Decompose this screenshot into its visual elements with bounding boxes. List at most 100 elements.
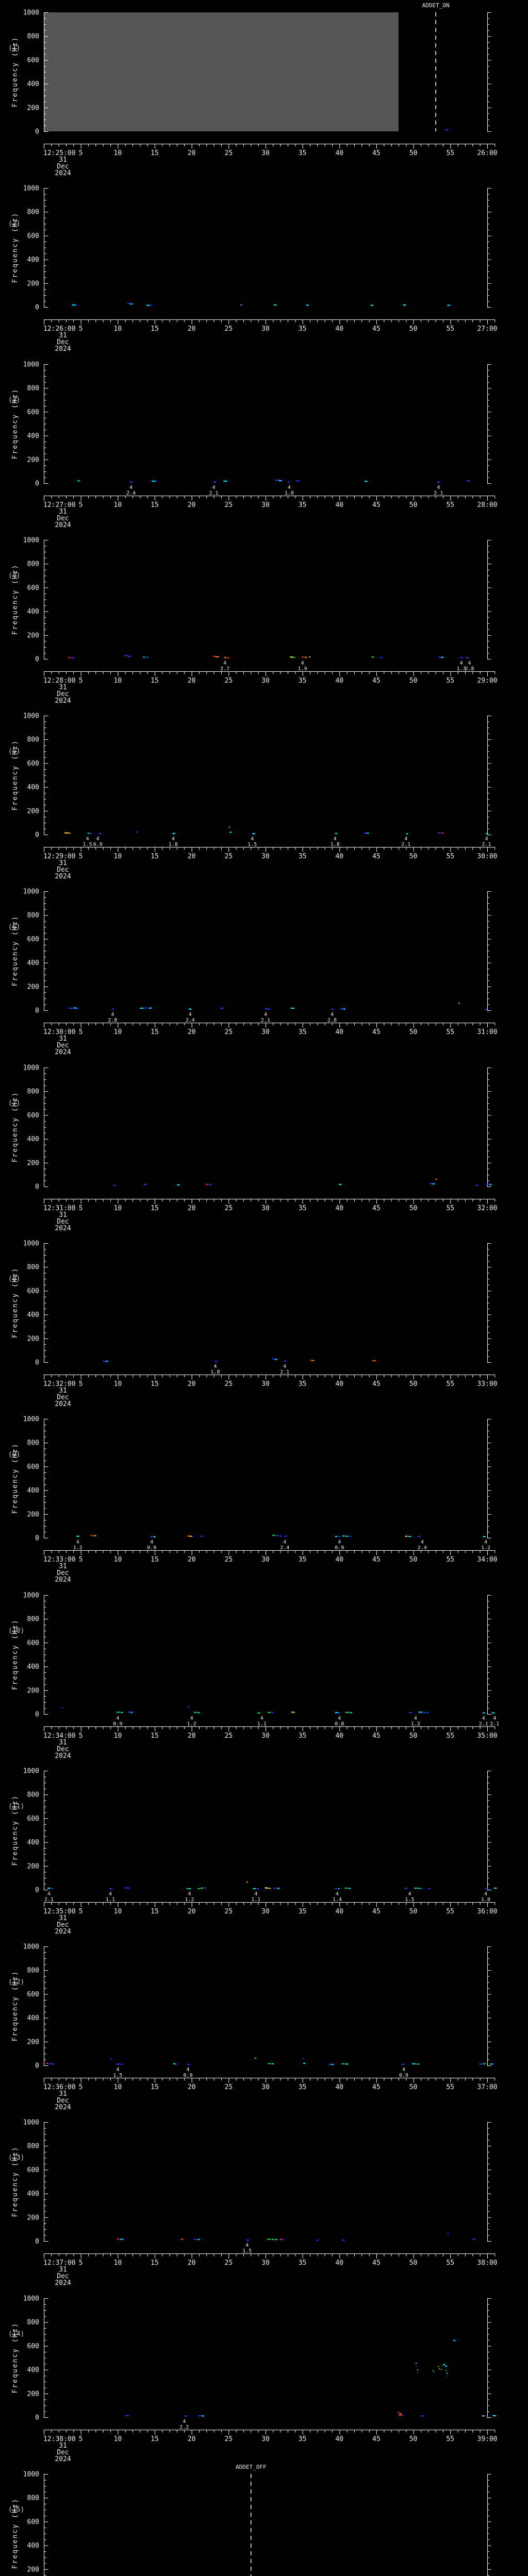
y-tick-label: 1000 — [23, 1943, 39, 1951]
x-tick-label: 35 — [299, 853, 307, 860]
y-tick-label: 0 — [35, 1183, 39, 1191]
x-end-time-label: 39:00 — [477, 2435, 497, 2443]
detection-mark — [143, 656, 145, 658]
detection-score-label: 1.2 — [481, 1545, 490, 1551]
date-label: 2024 — [55, 1400, 71, 1406]
detection-mark — [140, 1008, 144, 1009]
detection-class-label: 4 — [109, 1891, 112, 1897]
x-tick-label: 50 — [409, 1908, 418, 1916]
y-tick-label: 400 — [27, 80, 39, 88]
detection-mark — [486, 1183, 490, 1185]
x-tick-label: 50 — [409, 2435, 418, 2443]
date-label: 2024 — [55, 2104, 71, 2110]
detection-class-label: 4 — [482, 1716, 485, 1721]
detection-mark — [349, 1536, 352, 1537]
detection-score-label: 0.9 — [183, 2073, 192, 2078]
detection-mark — [113, 1184, 116, 1186]
detection-score-label: 1.8 — [169, 842, 178, 848]
detection-class-label: 4 — [338, 1539, 341, 1545]
detection-mark — [418, 1536, 421, 1537]
detection-mark — [331, 2064, 334, 2065]
detection-mark — [293, 1711, 295, 1713]
detection-mark — [447, 304, 451, 307]
detection-mark — [277, 1888, 280, 1889]
detection-mark — [485, 1009, 487, 1010]
spectrogram-panel: 0 200 400 600 800 1000 Frequency (Hz)(12) 5 10 15… — [8, 1943, 497, 2110]
detection-mark — [279, 1535, 282, 1537]
y-axis-title: Frequency (Hz) — [11, 1795, 19, 1866]
detection-class-label: 4 — [111, 1012, 114, 1018]
x-tick-label: 5 — [79, 1028, 83, 1036]
x-tick-label: 50 — [409, 1732, 418, 1740]
detection-mark — [445, 2365, 447, 2367]
detection-mark — [197, 1711, 200, 1713]
panel-index-label: (2) — [8, 220, 20, 228]
detection-mark — [193, 1711, 197, 1713]
detection-mark — [404, 1888, 408, 1889]
detection-class-label: 4 — [214, 1364, 217, 1369]
x-tick-label: 25 — [225, 1205, 233, 1212]
x-tick-label: 35 — [299, 2435, 307, 2443]
x-tick-label: 5 — [79, 501, 83, 509]
date-label: 31 — [59, 508, 67, 516]
date-label: 2024 — [55, 873, 71, 879]
detection-mark — [344, 1887, 348, 1889]
x-tick-label: 55 — [446, 325, 454, 333]
x-tick-label: 45 — [372, 2435, 381, 2443]
x-tick-label: 40 — [335, 1205, 343, 1212]
spectrogram-panel: 0 200 400 600 800 1000 Frequency (Hz)(9) 5 10 15 2… — [8, 1416, 497, 1583]
y-tick-label: 400 — [27, 1839, 39, 1846]
x-tick-label: 45 — [372, 853, 381, 860]
detection-mark — [52, 2063, 55, 2065]
x-tick-label: 35 — [299, 1205, 307, 1212]
x-tick-label: 20 — [188, 325, 196, 333]
detection-mark — [343, 1009, 345, 1010]
x-tick-label: 5 — [79, 677, 83, 685]
x-tick-label: 45 — [372, 2259, 381, 2267]
detection-mark — [458, 1003, 460, 1004]
y-tick-label: 400 — [27, 2542, 39, 2550]
detection-mark — [403, 304, 406, 306]
detection-mark — [129, 481, 133, 483]
detection-mark — [188, 1706, 190, 1707]
detection-mark — [47, 1887, 51, 1889]
detection-mark — [278, 480, 282, 481]
y-tick-label: 200 — [27, 1511, 39, 1519]
x-end-time-label: 32:00 — [477, 1205, 497, 1212]
detection-mark — [117, 2239, 120, 2240]
x-tick-label: 15 — [151, 677, 159, 685]
y-tick-label: 400 — [27, 960, 39, 968]
detection-mark — [267, 1887, 269, 1889]
detection-mark — [279, 2239, 282, 2240]
detection-class-label: 4 — [408, 1891, 411, 1897]
x-tick-label: 30 — [261, 853, 270, 860]
detection-mark — [479, 2063, 482, 2065]
detection-mark — [254, 2057, 257, 2059]
y-tick-label: 0 — [35, 1886, 39, 1894]
detection-mark — [246, 1881, 248, 1883]
detection-mark — [120, 2239, 123, 2240]
x-tick-label: 45 — [372, 149, 381, 157]
x-tick-label: 55 — [446, 853, 454, 860]
y-tick-label: 800 — [27, 1967, 39, 1975]
detection-score-label: 2.1 — [401, 842, 410, 848]
x-tick-label: 20 — [188, 2259, 196, 2267]
detection-mark — [416, 2063, 420, 2065]
x-tick-label: 10 — [114, 325, 122, 333]
detection-class-label: 4 — [334, 836, 337, 842]
detection-mark — [293, 656, 295, 658]
y-tick-label: 600 — [27, 2518, 39, 2526]
detection-mark — [435, 1178, 437, 1180]
detection-mark — [484, 2415, 487, 2417]
detection-mark — [411, 2063, 416, 2065]
detection-mark — [103, 1360, 107, 1362]
detection-score-label: 1.3 — [457, 666, 466, 672]
y-tick-label: 800 — [27, 1088, 39, 1095]
x-tick-label: 30 — [261, 149, 270, 157]
detection-mark — [399, 2413, 402, 2414]
date-label: Dec — [57, 866, 69, 874]
detection-score-label: 1.5 — [113, 2073, 122, 2078]
date-label: Dec — [57, 515, 69, 522]
y-tick-label: 0 — [35, 304, 39, 312]
